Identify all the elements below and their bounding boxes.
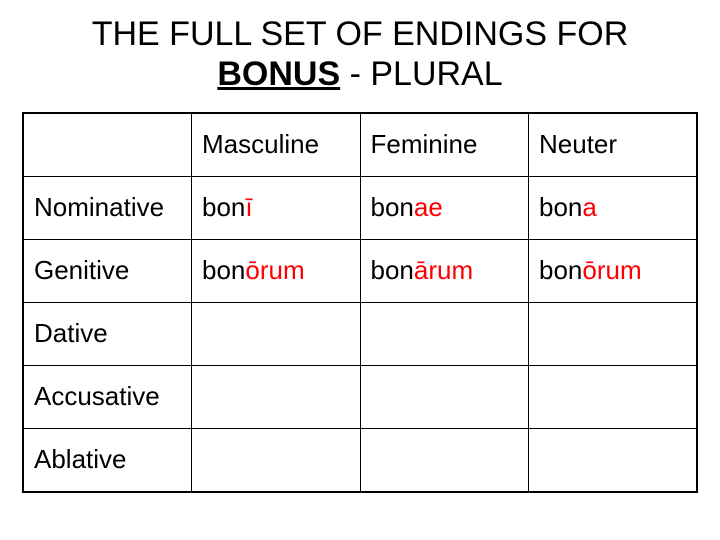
cell-gen-neut: bonōrum <box>529 240 698 303</box>
cell-nom-neut: bona <box>529 177 698 240</box>
stem: bon <box>539 255 582 285</box>
stem: bon <box>371 192 414 222</box>
title-bonus: BONUS <box>217 55 340 93</box>
ending: ārum <box>414 255 473 285</box>
slide: THE FULL SET OF ENDINGS FOR BONUS - PLUR… <box>0 0 720 540</box>
cell-acc-fem <box>360 366 529 429</box>
ending: ae <box>414 192 443 222</box>
cell-abl-masc <box>192 429 361 493</box>
table-row: Nominative bonī bonae bona <box>23 177 697 240</box>
ending: ōrum <box>245 255 304 285</box>
table-header-row: Masculine Feminine Neuter <box>23 113 697 177</box>
title-line1: THE FULL SET OF ENDINGS FOR <box>92 15 629 53</box>
cell-dat-neut <box>529 303 698 366</box>
cell-dat-fem <box>360 303 529 366</box>
case-label-genitive: Genitive <box>23 240 192 303</box>
stem: bon <box>539 192 582 222</box>
cell-abl-neut <box>529 429 698 493</box>
table-row: Genitive bonōrum bonārum bonōrum <box>23 240 697 303</box>
case-label-accusative: Accusative <box>23 366 192 429</box>
cell-gen-masc: bonōrum <box>192 240 361 303</box>
stem: bon <box>202 192 245 222</box>
cell-abl-fem <box>360 429 529 493</box>
table-row: Ablative <box>23 429 697 493</box>
cell-nom-fem: bonae <box>360 177 529 240</box>
header-neuter: Neuter <box>529 113 698 177</box>
cell-acc-neut <box>529 366 698 429</box>
cell-gen-fem: bonārum <box>360 240 529 303</box>
declension-table: Masculine Feminine Neuter Nominative bon… <box>22 112 698 493</box>
table-row: Dative <box>23 303 697 366</box>
header-masculine: Masculine <box>192 113 361 177</box>
ending: ī <box>245 192 252 222</box>
case-label-nominative: Nominative <box>23 177 192 240</box>
case-label-dative: Dative <box>23 303 192 366</box>
title-post: - PLURAL <box>340 55 503 93</box>
ending: ōrum <box>582 255 641 285</box>
stem: bon <box>202 255 245 285</box>
header-feminine: Feminine <box>360 113 529 177</box>
table-row: Accusative <box>23 366 697 429</box>
cell-dat-masc <box>192 303 361 366</box>
slide-title: THE FULL SET OF ENDINGS FOR BONUS - PLUR… <box>22 14 698 94</box>
cell-acc-masc <box>192 366 361 429</box>
cell-nom-masc: bonī <box>192 177 361 240</box>
ending: a <box>582 192 596 222</box>
stem: bon <box>371 255 414 285</box>
header-blank <box>23 113 192 177</box>
case-label-ablative: Ablative <box>23 429 192 493</box>
